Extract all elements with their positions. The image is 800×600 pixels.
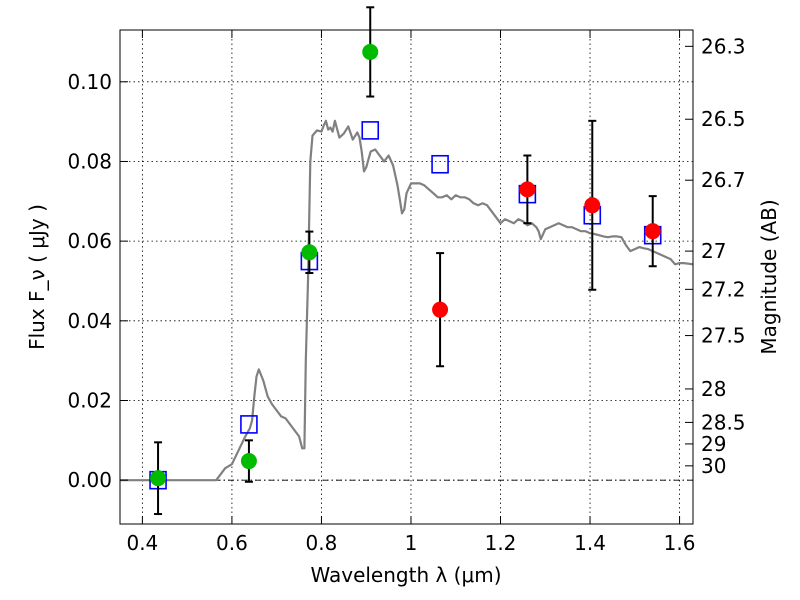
data-point — [584, 197, 601, 214]
mag-tick-label: 27 — [701, 239, 726, 263]
plot-area — [120, 6, 694, 516]
mag-tick-label: 29 — [701, 432, 726, 456]
grid — [120, 30, 693, 524]
data-point — [301, 244, 318, 261]
mag-tick-label: 27.5 — [701, 324, 746, 348]
data-point — [240, 453, 257, 470]
axis-ticks: 0.4 0.6 0.8 1 1.2 1.4 1.6 0.00 0.02 0.04 0.06 0.08 0… — [67, 30, 746, 555]
model-point-square — [431, 154, 449, 174]
x-tick-label: 1.6 — [664, 531, 696, 555]
mag-tick-label: 28 — [701, 377, 726, 401]
x-axis-label: Wavelength λ (μm) — [310, 563, 501, 587]
data-point — [150, 470, 167, 487]
data-point — [519, 181, 536, 198]
y-tick-label: 0.02 — [67, 389, 112, 413]
y-tick-label: 0.04 — [67, 309, 112, 333]
model-point-square — [240, 415, 258, 434]
mag-tick-label: 27.2 — [701, 277, 746, 301]
y-axis-label: Flux F_ν ( μJy ) — [25, 204, 49, 350]
x-tick-label: 0.4 — [126, 531, 158, 555]
y-tick-label: 0.06 — [67, 229, 112, 253]
x-tick-label: 1.2 — [485, 531, 517, 555]
mag-tick-label: 30 — [701, 454, 726, 478]
x-tick-label: 1 — [405, 531, 418, 555]
model-point-square — [361, 121, 380, 140]
mag-tick-label: 26.5 — [701, 107, 746, 131]
model-spectrum-line — [120, 119, 694, 482]
y-tick-label: 0.08 — [67, 149, 112, 173]
y-tick-label: 0.00 — [67, 468, 112, 492]
x-tick-label: 0.8 — [306, 531, 338, 555]
data-point — [644, 223, 661, 240]
mag-tick-label: 26.7 — [701, 168, 746, 192]
x-tick-label: 1.4 — [574, 531, 606, 555]
y2-axis-label: Magnitude (AB) — [757, 199, 781, 354]
mag-tick-label: 28.5 — [701, 410, 746, 434]
x-tick-label: 0.6 — [216, 531, 248, 555]
data-point — [362, 43, 379, 60]
plot-frame — [119, 29, 694, 525]
data-point — [432, 301, 449, 318]
mag-tick-label: 26.3 — [701, 34, 746, 58]
y-tick-label: 0.10 — [67, 70, 112, 94]
